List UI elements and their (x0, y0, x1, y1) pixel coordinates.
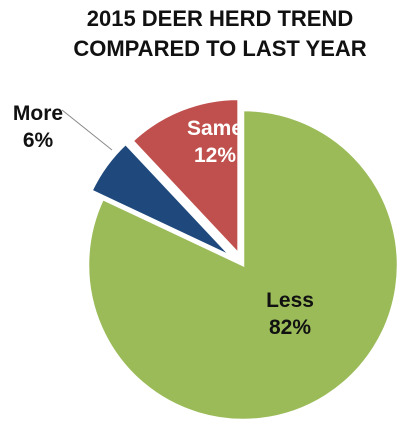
slice-percent-less: 82% (269, 316, 311, 339)
pie-slice-same (130, 97, 240, 258)
pie-slice-more (89, 142, 233, 258)
slice-label-same: Same 12% (187, 117, 243, 167)
chart-title-line-1: 2015 DEER HERD TREND (86, 6, 354, 31)
slice-name-same: Same (187, 117, 243, 140)
chart-title-line-2: COMPARED TO LAST YEAR (73, 36, 367, 61)
slice-label-less: Less 82% (266, 289, 314, 339)
slice-name-more: More (13, 102, 63, 125)
slice-name-less: Less (266, 289, 314, 312)
pie-slice-less (86, 108, 400, 422)
leader-lines (61, 109, 113, 151)
slice-percent-more: 6% (23, 129, 54, 152)
chart-title: 2015 DEER HERD TREND COMPARED TO LAST YE… (60, 4, 380, 64)
slice-label-more: More 6% (13, 102, 63, 152)
slice-percent-same: 12% (194, 144, 236, 167)
slice-labels: Less 82% More 6% Same 12% (13, 102, 314, 339)
leader-line-more (61, 109, 113, 151)
pie-slices (86, 97, 400, 422)
